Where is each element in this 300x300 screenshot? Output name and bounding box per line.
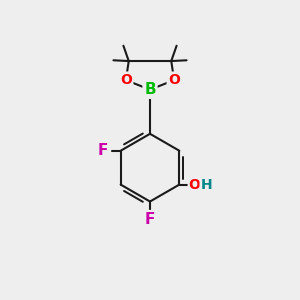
Text: O: O [189,178,201,192]
Text: F: F [145,212,155,227]
Text: B: B [144,82,156,97]
Text: O: O [168,73,180,87]
Text: F: F [97,143,108,158]
Text: O: O [120,73,132,87]
Text: H: H [201,178,212,192]
